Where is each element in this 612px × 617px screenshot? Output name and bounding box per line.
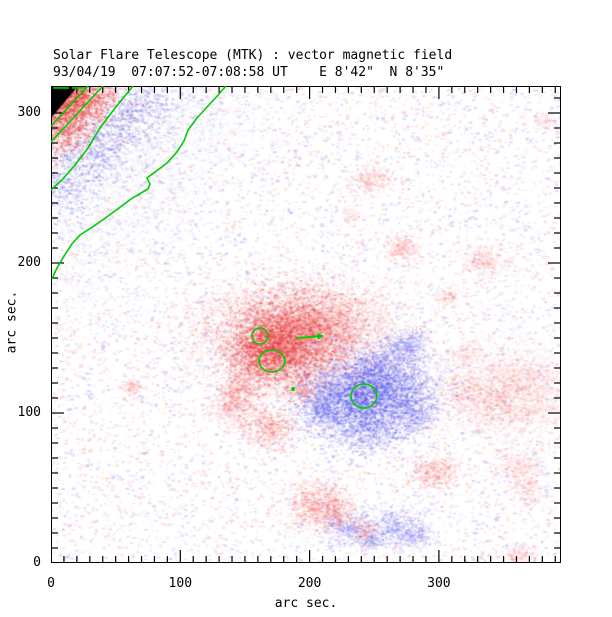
y-axis-title: arc sec. [4, 290, 20, 354]
y-tick-label: 100 [17, 405, 41, 420]
green-contours [50, 85, 378, 409]
plot-overlay: M12.0 10.0 L7.9 -1.2M10.9 1.4 L7.9 -1.2 … [50, 85, 561, 564]
x-tick-label: 0 [47, 576, 55, 591]
green-dot [291, 387, 296, 391]
x-tick-label: 200 [297, 576, 322, 591]
plot-subtitle: 93/04/19 07:07:52-07:08:58 UT E 8'42" N … [53, 65, 445, 80]
plot-frame [51, 86, 561, 563]
y-tick-label: 0 [33, 555, 41, 570]
x-tick-label: 300 [427, 576, 451, 591]
magnetogram-canvas [51, 86, 561, 563]
x-axis-title: arc sec. [274, 596, 338, 611]
plot-title: Solar Flare Telescope (MTK) : vector mag… [53, 48, 453, 63]
overlay-svg: M12.0 10.0 L7.9 -1.2M10.9 1.4 L7.9 -1.2 … [50, 85, 561, 564]
y-tick-label: 300 [17, 105, 41, 120]
plot-area: M12.0 10.0 L7.9 -1.2M10.9 1.4 L7.9 -1.2 … [50, 85, 561, 564]
x-tick-label: 100 [168, 576, 193, 591]
axis-ticks [50, 87, 560, 564]
green-arrow [295, 333, 325, 340]
y-tick-label: 200 [17, 255, 41, 270]
